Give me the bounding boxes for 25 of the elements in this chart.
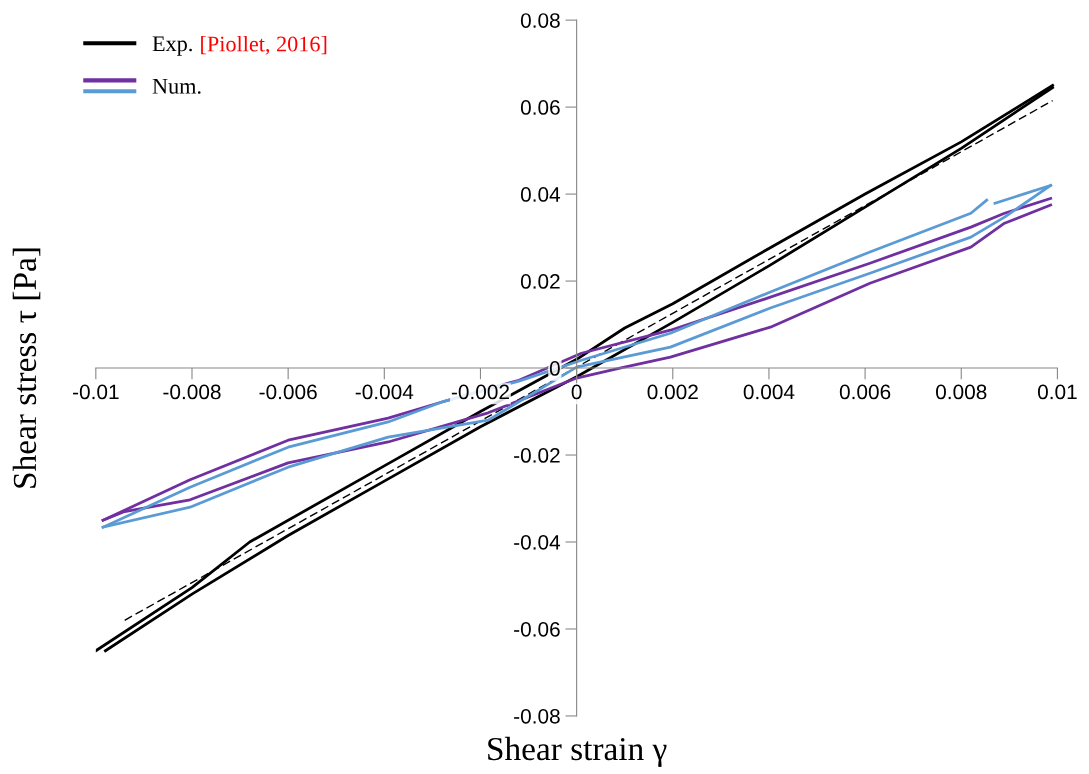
y-tick-label: 0.08 <box>520 13 560 28</box>
legend-label: Num. <box>152 78 201 94</box>
x-tick-label: -0.002 <box>451 384 509 400</box>
x-tick-label: 0.002 <box>647 384 698 400</box>
y-tick-label: -0.02 <box>514 448 560 463</box>
x-tick-label: 0.008 <box>936 384 987 400</box>
x-tick-label: 0.01 <box>1037 384 1077 400</box>
x-tick-label: -0.008 <box>163 384 221 400</box>
y-tick-label: 0.02 <box>520 274 560 289</box>
y-tick-label: -0.04 <box>514 534 561 550</box>
x-tick-label: -0.01 <box>73 384 119 400</box>
y-tick-label: 0.04 <box>520 187 561 202</box>
x-axis-title: Shear strain γ <box>488 736 667 768</box>
y-tick-label: 0.06 <box>520 100 560 115</box>
x-tick-label: -0.004 <box>355 384 414 400</box>
x-tick-label: 0 <box>571 384 582 400</box>
annotation: [Piollet, 2016] <box>201 35 327 55</box>
y-tick-label: -0.08 <box>514 708 560 724</box>
x-tick-label: 0.006 <box>839 384 891 400</box>
y-axis-title: Shear stress τ [Pa] <box>12 248 41 488</box>
y-tick-label: 0 <box>549 361 560 376</box>
x-tick-label: -0.006 <box>259 384 317 400</box>
legend-label: Exp. <box>152 36 192 56</box>
x-tick-label: 0.004 <box>743 384 795 400</box>
y-tick-label: -0.06 <box>514 621 560 637</box>
